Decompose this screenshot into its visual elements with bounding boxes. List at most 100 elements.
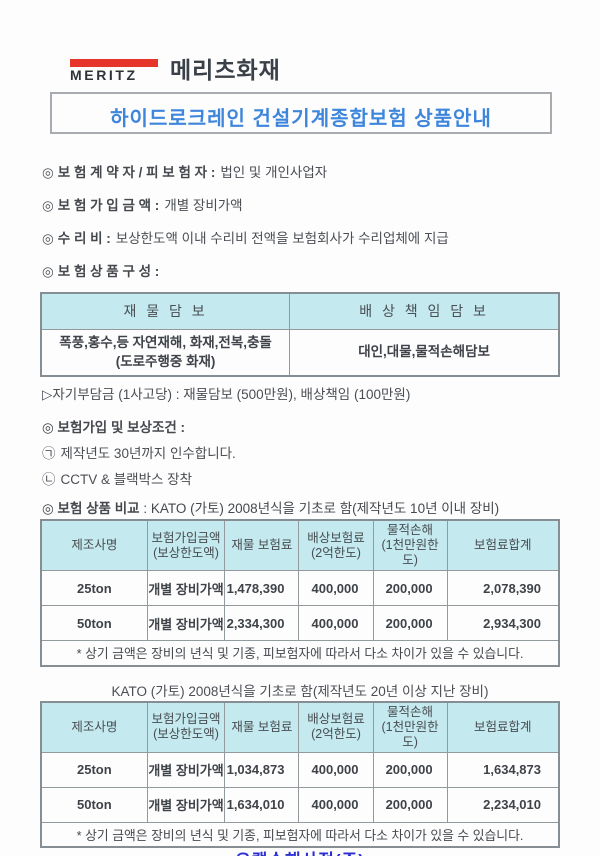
header-liability-premium: 배상보험료 (2억한도) <box>298 519 374 571</box>
header-line1: 보험료합계 <box>474 538 532 552</box>
cell-model: 50ton <box>40 786 148 823</box>
bullet-value: 개별 장비가액 <box>164 198 243 213</box>
bullet-label: 보 험 계 약 자 / 피 보 험 자 : <box>57 165 216 180</box>
header-property-premium: 재물 보험료 <box>224 519 300 571</box>
header-line1: 물적손해 <box>387 523 434 537</box>
logo-red-bar-icon <box>70 59 158 67</box>
conditions-heading: ◎ 보험가입 및 보상조건 : <box>42 420 186 435</box>
coverage-header-row: 재 물 담 보 배 상 책 임 담 보 <box>40 292 560 330</box>
header-line2: (1천만원한도) <box>381 719 439 749</box>
header-line1: 물적손해 <box>387 704 434 719</box>
coverage-property-line2: (도로주행중 화재) <box>115 354 216 370</box>
header-line1: 배상보험료 <box>307 530 365 545</box>
comparison-header-row: 제조사명 보험가입금액 (보상한도액) 재물 보험료 배상보험료 (2억한도) 물적… <box>40 519 560 571</box>
stamp-company: 오캡손해사정(주) <box>0 852 600 856</box>
comparison-heading: ◎ 보험 상품 비교 : KATO (가토) 2008년식을 기초로 함(제작년… <box>42 500 600 517</box>
contact-stamp: 오캡손해사정(주) 대표 문 필 재 010-3253-0078 <box>0 852 600 856</box>
header-line2: (보상한도액) <box>153 727 219 741</box>
header-manufacturer: 제조사명 <box>40 519 148 571</box>
cell-insured-amount: 개별 장비가액 <box>146 570 226 606</box>
comparison-heading-label: ◎ 보험 상품 비교 <box>42 501 140 516</box>
logo-wordmark: MERITZ <box>70 67 138 83</box>
brand-header: MERITZ 메리츠화재 <box>70 52 600 82</box>
header-total-premium: 보험료합계 <box>446 519 560 571</box>
bullet-policyholder: ◎ 보 험 계 약 자 / 피 보 험 자 : 법인 및 개인사업자 <box>42 164 570 181</box>
company-name: 메리츠화재 <box>170 57 281 83</box>
cell-liability-premium: 400,000 <box>298 786 374 823</box>
header-line2: (2억한도) <box>311 545 361 560</box>
cell-total-premium: 2,078,390 <box>446 570 560 606</box>
coverage-cell-liability: 대인,대물,물적손해담보 <box>289 328 560 377</box>
coverage-body-row: 폭풍,홍수,등 자연재해, 화재,전복,충돌 (도로주행중 화재) 대인,대물,… <box>40 328 560 377</box>
cell-physical-damage: 200,000 <box>372 570 448 606</box>
header-line1: 보험가입금액 <box>151 530 221 545</box>
second-table-caption: KATO (가토) 2008년식을 기초로 함(제작년도 20년 이상 지난 장… <box>111 683 489 699</box>
bullet-label: 보 험 상 품 구 성 : <box>57 264 160 279</box>
header-line1: 보험가입금액 <box>151 712 221 726</box>
header-line1: 제조사명 <box>71 538 118 552</box>
cell-physical-damage: 200,000 <box>372 605 448 641</box>
header-insured-amount: 보험가입금액 (보상한도액) <box>146 519 226 571</box>
coverage-header-property: 재 물 담 보 <box>40 292 291 330</box>
coverage-header-liability: 배 상 책 임 담 보 <box>289 292 560 330</box>
comparison-heading-rest: : KATO (가토) 2008년식을 기초로 함(제작년도 10년 이내 장비… <box>139 501 500 516</box>
bullet-symbol: ◎ <box>42 231 54 246</box>
table-row: 25ton 개별 장비가액 1,034,873 400,000 200,000 … <box>40 751 560 788</box>
footnote-row: * 상기 금액은 장비의 년식 및 기종, 피보험자에 따라서 다소 차이가 있… <box>40 640 560 666</box>
table-row: 25ton 개별 장비가액 1,478,390 400,000 200,000 … <box>40 570 560 606</box>
bullet-insured-amount: ◎ 보 험 가 입 금 액 : 개별 장비가액 <box>42 197 570 214</box>
header-physical-damage: 물적손해 (1천만원한도) <box>372 701 448 753</box>
cell-insured-amount: 개별 장비가액 <box>146 751 226 788</box>
cell-liability-premium: 400,000 <box>298 751 374 788</box>
comparison-header-row: 제조사명 보험가입금액 (보상한도액) 재물 보험료 배상보험료 (2억한도) 물적… <box>40 701 560 753</box>
table-row: 50ton 개별 장비가액 2,334,300 400,000 200,000 … <box>40 605 560 641</box>
table-footnote: * 상기 금액은 장비의 년식 및 기종, 피보험자에 따라서 다소 차이가 있… <box>40 640 560 666</box>
cell-total-premium: 1,634,873 <box>446 751 560 788</box>
table-footnote: * 상기 금액은 장비의 년식 및 기종, 피보험자에 따라서 다소 차이가 있… <box>40 821 560 848</box>
bullet-product-composition: ◎ 보 험 상 품 구 성 : <box>42 263 570 280</box>
bullet-symbol: ◎ <box>42 264 54 279</box>
cell-insured-amount: 개별 장비가액 <box>146 786 226 823</box>
coverage-property-line1: 폭풍,홍수,등 자연재해, 화재,전복,충돌 <box>59 334 272 350</box>
cell-model: 25ton <box>40 751 148 788</box>
bullet-value: 보상한도액 이내 수리비 전액을 보험회사가 수리업체에 지급 <box>115 231 449 246</box>
cell-model: 50ton <box>40 605 148 641</box>
coverage-cell-property: 폭풍,홍수,등 자연재해, 화재,전복,충돌 (도로주행중 화재) <box>40 328 291 377</box>
cell-property-premium: 1,634,010 <box>224 786 300 823</box>
header-insured-amount: 보험가입금액 (보상한도액) <box>146 701 226 753</box>
meritz-logo: MERITZ <box>70 59 158 82</box>
header-line2: (2억한도) <box>311 727 361 741</box>
header-total-premium: 보험료합계 <box>446 701 560 753</box>
bullet-label: 보 험 가 입 금 액 : <box>57 198 160 213</box>
coverage-table: 재 물 담 보 배 상 책 임 담 보 폭풍,홍수,등 자연재해, 화재,전복,… <box>40 292 560 377</box>
summary-bullets: ◎ 보 험 계 약 자 / 피 보 험 자 : 법인 및 개인사업자 ◎ 보 험 가 … <box>42 164 570 280</box>
cell-liability-premium: 400,000 <box>298 605 374 641</box>
circled-giyeok-symbol: ㉠ <box>42 446 56 461</box>
table-row: 50ton 개별 장비가액 1,634,010 400,000 200,000 … <box>40 786 560 823</box>
comparison-table-new: 제조사명 보험가입금액 (보상한도액) 재물 보험료 배상보험료 (2억한도) 물적… <box>40 519 560 667</box>
cell-insured-amount: 개별 장비가액 <box>146 605 226 641</box>
header-manufacturer: 제조사명 <box>40 701 148 753</box>
header-property-premium: 재물 보험료 <box>224 701 300 753</box>
condition-item-cctv: ㉡ CCTV & 블랙박스 장착 <box>42 471 600 488</box>
circled-nieun-symbol: ㉡ <box>42 472 56 487</box>
header-line1: 재물 보험료 <box>231 538 293 552</box>
footnote-row: * 상기 금액은 장비의 년식 및 기종, 피보험자에 따라서 다소 차이가 있… <box>40 821 560 848</box>
condition-item-year: ㉠ 제작년도 30년까지 인수합니다. <box>42 445 600 462</box>
header-liability-premium: 배상보험료 (2억한도) <box>298 701 374 753</box>
document-title: 하이드로크레인 건설기계종합보험 상품안내 <box>110 108 492 130</box>
cell-physical-damage: 200,000 <box>372 786 448 823</box>
header-line2: (보상한도액) <box>153 545 219 560</box>
header-line1: 배상보험료 <box>307 712 365 726</box>
cell-total-premium: 2,234,010 <box>446 786 560 823</box>
header-line1: 보험료합계 <box>474 719 532 734</box>
cell-physical-damage: 200,000 <box>372 751 448 788</box>
cell-property-premium: 1,034,873 <box>224 751 300 788</box>
cell-total-premium: 2,934,300 <box>446 605 560 641</box>
bullet-symbol: ◎ <box>42 198 54 213</box>
header-line1: 재물 보험료 <box>231 719 293 734</box>
header-line2: (1천만원한도) <box>381 538 439 567</box>
deductible-note: ▷자기부담금 (1사고당) : 재물담보 (500만원), 배상책임 (100만… <box>42 387 411 402</box>
condition-text: 제작년도 30년까지 인수합니다. <box>60 446 236 461</box>
